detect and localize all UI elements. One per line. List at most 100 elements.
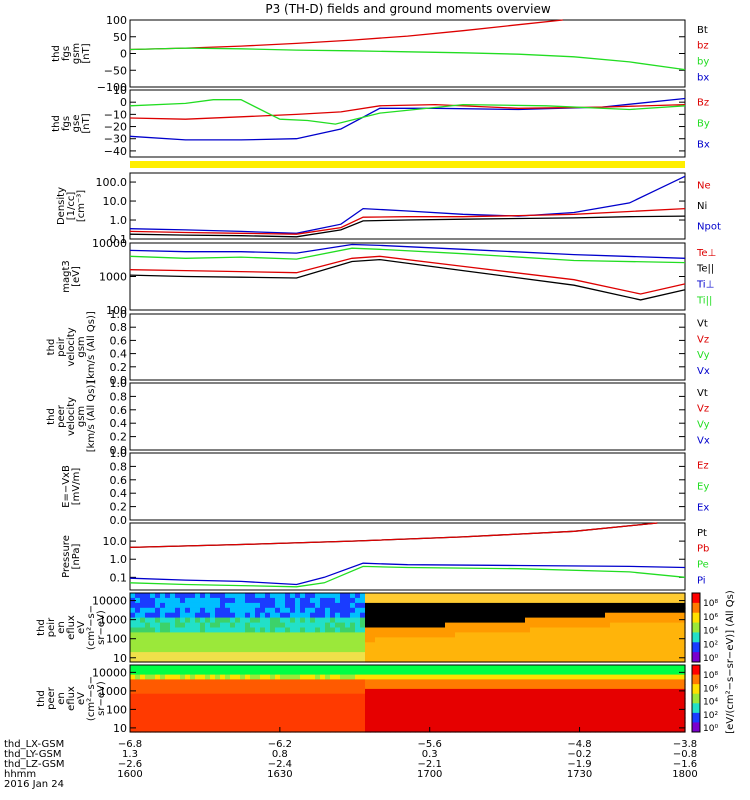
spectrogram-cell	[680, 727, 686, 733]
spectrogram-cell	[365, 722, 371, 728]
spectrogram-cell	[180, 679, 186, 685]
spectrogram-cell	[350, 684, 356, 690]
spectrogram-cell	[430, 712, 436, 719]
spectrogram-cell	[495, 652, 501, 658]
spectrogram-cell	[225, 622, 231, 629]
spectrogram-cell	[315, 597, 321, 604]
spectrogram-cell	[385, 632, 391, 638]
spectrogram-cell	[310, 602, 316, 609]
spectrogram-cell	[600, 647, 606, 653]
spectrogram-cell	[165, 622, 171, 629]
spectrogram-cell	[595, 637, 601, 643]
spectrogram-cell	[520, 684, 526, 690]
spectrogram-cell	[410, 717, 416, 723]
spectrogram-cell	[625, 712, 631, 719]
spectrogram-cell	[295, 607, 301, 614]
spectrogram-cell	[335, 727, 341, 733]
spectrogram-cell	[470, 637, 476, 643]
spectrogram-cell	[530, 703, 536, 709]
spectrogram-cell	[440, 722, 446, 728]
spectrogram-cell	[395, 684, 401, 690]
spectrogram-cell	[610, 607, 616, 614]
spectrogram-cell	[610, 708, 616, 714]
spectrogram-cell	[430, 665, 436, 671]
spectrogram-cell	[545, 693, 551, 700]
spectrogram-cell	[250, 617, 256, 624]
spectrogram-cell	[155, 602, 161, 609]
spectrogram-cell	[535, 602, 541, 609]
spectrogram-cell	[470, 602, 476, 609]
spectrogram-cell	[355, 607, 361, 614]
spectrogram-cell	[240, 642, 246, 648]
spectrogram-cell	[375, 617, 381, 624]
spectrogram-cell	[235, 703, 241, 709]
spectrogram-cell	[410, 652, 416, 658]
spectrogram-cell	[525, 637, 531, 643]
spectrogram-cell	[550, 607, 556, 614]
spectrogram-cell	[440, 669, 446, 676]
spectrogram-cell	[455, 674, 461, 680]
spectrogram-cell	[180, 727, 186, 733]
spectrogram-cell	[135, 657, 141, 663]
spectrogram-cell	[415, 627, 421, 633]
spectrogram-cell	[600, 684, 606, 690]
spectrogram-cell	[185, 652, 191, 658]
spectrogram-cell	[475, 627, 481, 633]
colorbar-band	[692, 652, 700, 663]
spectrogram-cell	[250, 637, 256, 643]
spectrogram-cell	[260, 657, 266, 663]
spectrogram-cell	[175, 722, 181, 728]
spectrogram-cell	[215, 688, 221, 695]
spectrogram-cell	[155, 698, 161, 704]
spectrogram-cell	[215, 674, 221, 680]
spectrogram-cell	[330, 627, 336, 633]
spectrogram-cell	[580, 693, 586, 700]
spectrogram-cell	[295, 597, 301, 604]
spectrogram-cell	[150, 712, 156, 719]
spectrogram-cell	[505, 637, 511, 643]
spectrogram-cell	[150, 632, 156, 638]
spectrogram-cell	[140, 712, 146, 719]
spectrogram-cell	[490, 602, 496, 609]
spectrogram-cell	[340, 679, 346, 685]
spectrogram-cell	[185, 684, 191, 690]
spectrogram-cell	[350, 637, 356, 643]
legend-entry: Vy	[697, 350, 710, 361]
y-tick-label: 10.0	[103, 195, 128, 208]
spectrogram-cell	[200, 684, 206, 690]
spectrogram-cell	[550, 617, 556, 624]
spectrogram-cell	[585, 612, 591, 619]
spectrogram-cell	[385, 669, 391, 676]
spectrogram-cell	[525, 684, 531, 690]
spectrogram-cell	[385, 693, 391, 700]
spectrogram-cell	[275, 637, 281, 643]
spectrogram-cell	[520, 665, 526, 671]
spectrogram-cell	[535, 622, 541, 629]
spectrogram-cell	[295, 612, 301, 619]
spectrogram-cell	[260, 708, 266, 714]
spectrogram-cell	[640, 652, 646, 658]
spectrogram-cell	[525, 617, 531, 624]
spectrogram-cell	[180, 627, 186, 633]
spectrogram-cell	[160, 684, 166, 690]
spectrogram-cell	[580, 602, 586, 609]
spectrogram-cell	[300, 612, 306, 619]
spectrogram-cell	[500, 708, 506, 714]
spectrogram-cell	[145, 607, 151, 614]
spectrogram-cell	[670, 693, 676, 700]
spectrogram-cell	[155, 703, 161, 709]
spectrogram-cell	[400, 722, 406, 728]
spectrogram-cell	[615, 647, 621, 653]
spectrogram-cell	[580, 712, 586, 719]
spectrogram-cell	[505, 602, 511, 609]
spectrogram-cell	[225, 642, 231, 648]
spectrogram-cell	[565, 607, 571, 614]
y-tick-label: 1.0	[110, 553, 128, 566]
spectrogram-cell	[615, 627, 621, 633]
spectrogram-cell	[495, 688, 501, 695]
spectrogram-cell	[650, 657, 656, 663]
spectrogram-cell	[580, 708, 586, 714]
spectrogram-cell	[555, 665, 561, 671]
spectrogram-cell	[510, 627, 516, 633]
spectrogram-cell	[525, 597, 531, 604]
